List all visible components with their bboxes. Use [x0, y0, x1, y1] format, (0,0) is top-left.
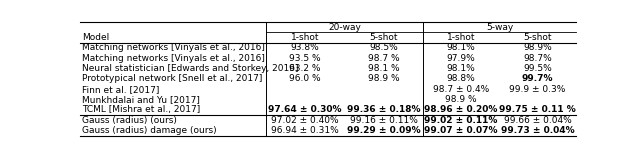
Text: Gauss (radius) (ours): Gauss (radius) (ours) [83, 116, 177, 125]
Text: 99.75 ± 0.11 %: 99.75 ± 0.11 % [499, 105, 576, 114]
Text: 96.94 ± 0.31%: 96.94 ± 0.31% [271, 126, 339, 135]
Text: 99.9 ± 0.3%: 99.9 ± 0.3% [509, 85, 566, 94]
Text: Gauss (radius) damage (ours): Gauss (radius) damage (ours) [83, 126, 217, 135]
Text: 20-way: 20-way [328, 23, 361, 32]
Text: 98.9%: 98.9% [523, 43, 552, 52]
Text: 97.64 ± 0.30%: 97.64 ± 0.30% [268, 105, 342, 114]
Text: Model: Model [83, 33, 109, 42]
Text: 98.96 ± 0.20%: 98.96 ± 0.20% [424, 105, 498, 114]
Text: 98.8%: 98.8% [447, 74, 476, 83]
Text: 99.5%: 99.5% [523, 64, 552, 73]
Text: 97.9%: 97.9% [447, 54, 476, 63]
Text: 98.1%: 98.1% [447, 64, 476, 73]
Text: 1-shot: 1-shot [447, 33, 476, 42]
Text: 99.29 ± 0.09%: 99.29 ± 0.09% [347, 126, 420, 135]
Text: 99.73 ± 0.04%: 99.73 ± 0.04% [500, 126, 574, 135]
Text: 98.7%: 98.7% [523, 54, 552, 63]
Text: TCML [Mishra et al., 2017]: TCML [Mishra et al., 2017] [83, 105, 201, 114]
Text: Matching networks [Vinyals et al., 2016]: Matching networks [Vinyals et al., 2016] [83, 43, 266, 52]
Text: Matching networks [Vinyals et al., 2016]: Matching networks [Vinyals et al., 2016] [83, 54, 266, 63]
Text: 98.5%: 98.5% [369, 43, 398, 52]
Text: 99.02 ± 0.11%: 99.02 ± 0.11% [424, 116, 498, 125]
Text: 98.9 %: 98.9 % [445, 95, 477, 104]
Text: 99.7%: 99.7% [522, 74, 554, 83]
Text: Neural statistician [Edwards and Storkey, 2016]: Neural statistician [Edwards and Storkey… [83, 64, 299, 73]
Text: 93.2 %: 93.2 % [289, 64, 321, 73]
Text: 99.66 ± 0.04%: 99.66 ± 0.04% [504, 116, 572, 125]
Text: 97.02 ± 0.40%: 97.02 ± 0.40% [271, 116, 339, 125]
Text: 93.8%: 93.8% [291, 43, 319, 52]
Text: 99.07 ± 0.07%: 99.07 ± 0.07% [424, 126, 498, 135]
Text: 98.1 %: 98.1 % [368, 64, 399, 73]
Text: 99.36 ± 0.18%: 99.36 ± 0.18% [347, 105, 420, 114]
Text: 98.9 %: 98.9 % [368, 74, 399, 83]
Text: 5-way: 5-way [486, 23, 513, 32]
Text: 1-shot: 1-shot [291, 33, 319, 42]
Text: Finn et al. [2017]: Finn et al. [2017] [83, 85, 160, 94]
Text: 93.5 %: 93.5 % [289, 54, 321, 63]
Text: 5-shot: 5-shot [524, 33, 552, 42]
Text: Munkhdalai and Yu [2017]: Munkhdalai and Yu [2017] [83, 95, 200, 104]
Text: 5-shot: 5-shot [369, 33, 398, 42]
Text: 98.1%: 98.1% [447, 43, 476, 52]
Text: 99.16 ± 0.11%: 99.16 ± 0.11% [350, 116, 418, 125]
Text: Prototypical network [Snell et al., 2017]: Prototypical network [Snell et al., 2017… [83, 74, 263, 83]
Text: 98.7 ± 0.4%: 98.7 ± 0.4% [433, 85, 490, 94]
Text: 96.0 %: 96.0 % [289, 74, 321, 83]
Text: 98.7 %: 98.7 % [368, 54, 399, 63]
